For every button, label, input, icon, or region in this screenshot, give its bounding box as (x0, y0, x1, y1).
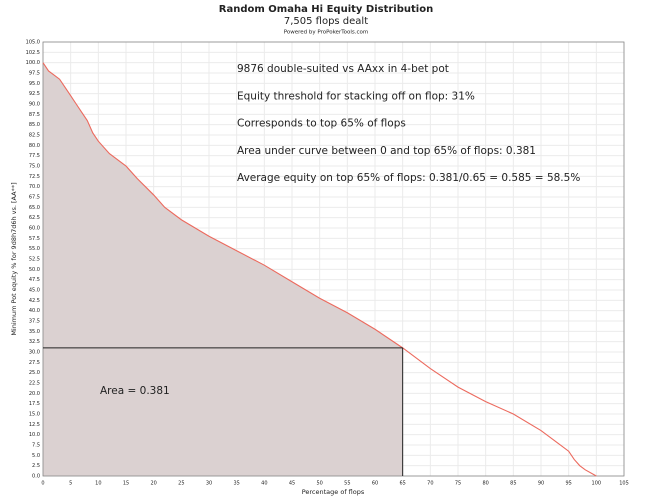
area-label: Area = 0.381 (100, 385, 170, 397)
y-tick-label: 77.5 (29, 153, 40, 159)
y-tick-label: 17.5 (29, 401, 40, 407)
y-tick-label: 90.0 (29, 102, 40, 108)
y-tick-label: 35.0 (29, 329, 40, 335)
x-tick-label: 75 (455, 481, 461, 487)
y-tick-label: 52.5 (29, 257, 40, 263)
y-tick-label: 60.0 (29, 226, 40, 232)
x-tick-label: 105 (619, 481, 629, 487)
chart-title: Random Omaha Hi Equity Distribution (219, 4, 433, 15)
annotation: Corresponds to top 65% of flops (237, 118, 406, 130)
y-tick-label: 32.5 (29, 339, 40, 345)
x-tick-label: 60 (372, 481, 378, 487)
y-tick-label: 27.5 (29, 360, 40, 366)
x-tick-label: 100 (592, 481, 602, 487)
y-axis-label: Minimum Pot equity % for 9d8h7d6h vs. [A… (10, 182, 18, 335)
y-tick-label: 67.5 (29, 195, 40, 201)
y-tick-label: 57.5 (29, 236, 40, 242)
y-tick-label: 25.0 (29, 370, 40, 376)
x-tick-label: 90 (538, 481, 544, 487)
y-tick-label: 15.0 (29, 412, 40, 418)
y-tick-label: 0.0 (32, 474, 40, 480)
x-tick-label: 70 (427, 481, 433, 487)
x-tick-label: 55 (344, 481, 350, 487)
y-tick-label: 65.0 (29, 205, 40, 211)
annotation: Average equity on top 65% of flops: 0.38… (237, 172, 580, 184)
y-tick-label: 45.0 (29, 288, 40, 294)
x-tick-label: 30 (206, 481, 212, 487)
x-tick-label: 85 (510, 481, 516, 487)
chart-subtitle: 7,505 flops dealt (284, 16, 368, 27)
x-tick-label: 95 (565, 481, 571, 487)
y-tick-label: 12.5 (29, 422, 40, 428)
y-tick-label: 85.0 (29, 122, 40, 128)
x-tick-label: 15 (123, 481, 129, 487)
annotation: 9876 double-suited vs AAxx in 4-bet pot (237, 63, 449, 75)
y-tick-label: 102.5 (26, 50, 40, 56)
x-tick-label: 45 (289, 481, 295, 487)
x-tick-label: 40 (261, 481, 267, 487)
y-tick-label: 7.5 (32, 443, 40, 449)
x-tick-label: 50 (316, 481, 322, 487)
y-tick-label: 62.5 (29, 215, 40, 221)
x-tick-label: 10 (95, 481, 101, 487)
credit: Powered by ProPokerTools.com (284, 30, 369, 36)
y-tick-label: 47.5 (29, 277, 40, 283)
y-tick-label: 72.5 (29, 174, 40, 180)
y-tick-label: 37.5 (29, 319, 40, 325)
y-tick-label: 40.0 (29, 308, 40, 314)
y-tick-label: 92.5 (29, 91, 40, 97)
y-tick-label: 10.0 (29, 432, 40, 438)
x-tick-label: 80 (482, 481, 488, 487)
y-tick-label: 105.0 (26, 40, 40, 46)
y-tick-label: 30.0 (29, 350, 40, 356)
y-tick-label: 5.0 (32, 453, 40, 459)
y-tick-label: 80.0 (29, 143, 40, 149)
x-tick-label: 0 (41, 481, 44, 487)
x-tick-label: 65 (399, 481, 405, 487)
y-tick-label: 2.5 (32, 463, 40, 469)
y-tick-label: 22.5 (29, 381, 40, 387)
y-tick-label: 50.0 (29, 267, 40, 273)
x-tick-label: 5 (69, 481, 72, 487)
y-tick-label: 75.0 (29, 164, 40, 170)
y-tick-label: 55.0 (29, 246, 40, 252)
annotation: Equity threshold for stacking off on flo… (237, 90, 475, 102)
x-tick-label: 20 (150, 481, 156, 487)
y-tick-label: 82.5 (29, 133, 40, 139)
y-tick-label: 42.5 (29, 298, 40, 304)
plot-frame (42, 41, 625, 477)
area-fill (43, 62, 403, 477)
y-tick-label: 20.0 (29, 391, 40, 397)
y-tick-label: 100.0 (26, 60, 40, 66)
x-axis-label: Percentage of flops (302, 488, 365, 496)
line (42, 62, 597, 477)
y-tick-label: 87.5 (29, 112, 40, 118)
y-tick-label: 70.0 (29, 184, 40, 190)
y-tick-label: 97.5 (29, 71, 40, 77)
x-tick-label: 25 (178, 481, 184, 487)
annotation: Area under curve between 0 and top 65% o… (237, 145, 536, 157)
y-tick-label: 95.0 (29, 81, 40, 87)
x-tick-label: 35 (233, 481, 239, 487)
